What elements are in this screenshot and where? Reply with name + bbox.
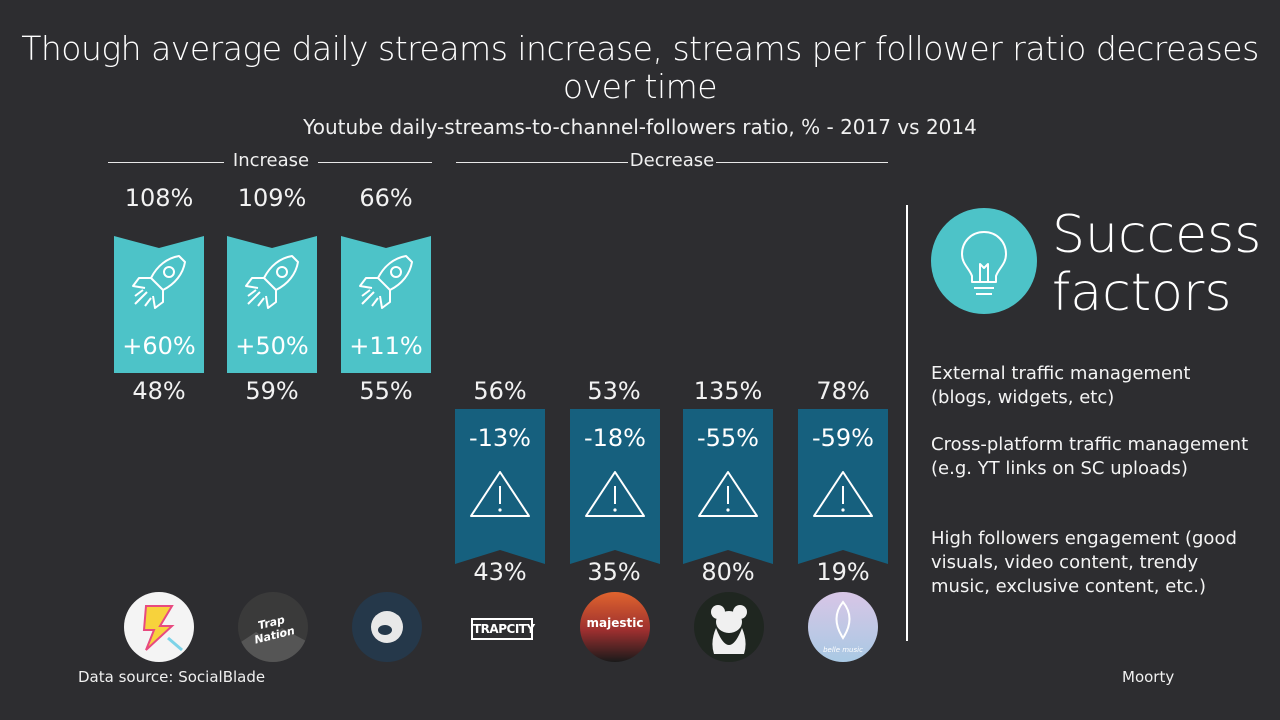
rocket-icon [245, 255, 299, 309]
majestic-wordmark: majestic [586, 616, 644, 630]
change-label: -55% [696, 424, 759, 452]
ratio-2017-label: 108% [124, 184, 194, 212]
lightbulb-icon [961, 231, 1007, 295]
decrease-label: Decrease [629, 150, 715, 171]
decrease-rule-left [456, 162, 628, 163]
warning-icon [585, 471, 645, 517]
rocket-icon [132, 255, 186, 309]
ratio-2017-label: 53% [587, 377, 641, 405]
chart-subtitle: Youtube daily-streams-to-channel-followe… [303, 115, 977, 139]
lightbulb-badge [931, 208, 1037, 314]
brand-label: Moorty [1122, 668, 1175, 686]
change-label: +11% [349, 332, 423, 360]
change-label: -59% [811, 424, 874, 452]
ratio-2017-label: 66% [359, 184, 413, 212]
trapcity-logo: TRAPCITY [466, 592, 536, 662]
factor-item: External traffic management (blogs, widg… [931, 363, 1191, 408]
belle-music-wordmark: belle music [823, 646, 863, 654]
success-title-line1: Success [1052, 205, 1262, 265]
warning-icon [698, 471, 758, 517]
ratio-2014-label: 48% [132, 377, 186, 405]
belle-music-logo: belle music [808, 592, 878, 662]
factor-item: Cross-platform traffic management (e.g. … [931, 434, 1249, 479]
change-label: -18% [583, 424, 646, 452]
ratio-2014-label: 35% [587, 558, 641, 586]
ratio-2014-label: 80% [701, 558, 755, 586]
success-factors-heading: Success factors [1052, 206, 1261, 322]
trap-nation-logo: Trap Nation [238, 592, 308, 662]
proximity-logo [124, 592, 194, 662]
ratio-2017-label: 56% [473, 377, 527, 405]
ratio-2017-label: 109% [237, 184, 307, 212]
panel-divider [906, 205, 908, 641]
page-title: Though average daily streams increase, s… [21, 29, 1259, 106]
success-title-line2: factors [1052, 263, 1232, 323]
rocket-icon [359, 255, 413, 309]
ratio-2014-label: 19% [816, 558, 870, 586]
change-label: -13% [468, 424, 531, 452]
ratio-2014-label: 55% [359, 377, 413, 405]
ratio-2014-label: 43% [473, 558, 527, 586]
decrease-rule-right [716, 162, 888, 163]
warning-icon [813, 471, 873, 517]
increase-label: Increase [232, 150, 310, 171]
ratio-2017-label: 78% [816, 377, 870, 405]
majestic-logo: majestic [580, 592, 650, 662]
sheep-logo [352, 592, 422, 662]
change-label: +50% [235, 332, 309, 360]
ratio-2014-label: 59% [245, 377, 299, 405]
data-source-note: Data source: SocialBlade [78, 668, 266, 686]
ratio-2017-label: 135% [693, 377, 763, 405]
increase-rule-right [318, 162, 432, 163]
warning-icon [470, 471, 530, 517]
change-label: +60% [122, 332, 196, 360]
increase-rule-left [108, 162, 224, 163]
bear-logo [694, 592, 764, 662]
trapcity-wordmark: TRAPCITY [471, 618, 535, 640]
factor-item: High followers engagement (good visuals,… [931, 528, 1237, 597]
